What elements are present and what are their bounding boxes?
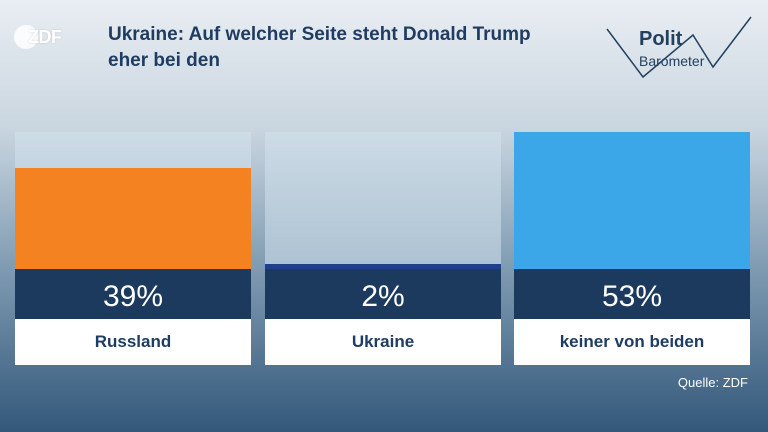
category-label-keiner: keiner von beiden — [514, 319, 750, 365]
bar-track — [15, 132, 251, 269]
zdf-logo-text: ZDF — [28, 26, 62, 47]
bar-column-ukraine: 2% Ukraine — [265, 132, 501, 365]
politbarometer-zigzag-icon — [606, 16, 752, 79]
category-label-russland: Russland — [15, 319, 251, 365]
bar-keiner-von-beiden — [514, 132, 750, 269]
category-label-ukraine: Ukraine — [265, 319, 501, 365]
value-label-ukraine: 2% — [265, 269, 501, 319]
value-label-russland: 39% — [15, 269, 251, 319]
source-note: Quelle: ZDF — [677, 375, 748, 390]
bar-track — [514, 132, 750, 269]
zdf-logo: ZDF — [14, 24, 62, 50]
politbarometer-line1: Polit — [639, 28, 683, 50]
politbarometer-logo: Polit Barometer — [605, 15, 755, 85]
politbarometer-line2: Barometer — [639, 53, 705, 69]
bar-column-keiner: 53% keiner von beiden — [514, 132, 750, 365]
value-label-keiner: 53% — [514, 269, 750, 319]
bar-russland — [15, 168, 251, 269]
chart-title: Ukraine: Auf welcher Seite steht Donald … — [108, 24, 531, 71]
zdf-logo-circle-icon — [14, 25, 38, 49]
bar-ukraine — [265, 263, 501, 269]
bar-track — [265, 132, 501, 269]
bar-column-russland: 39% Russland — [15, 132, 251, 365]
